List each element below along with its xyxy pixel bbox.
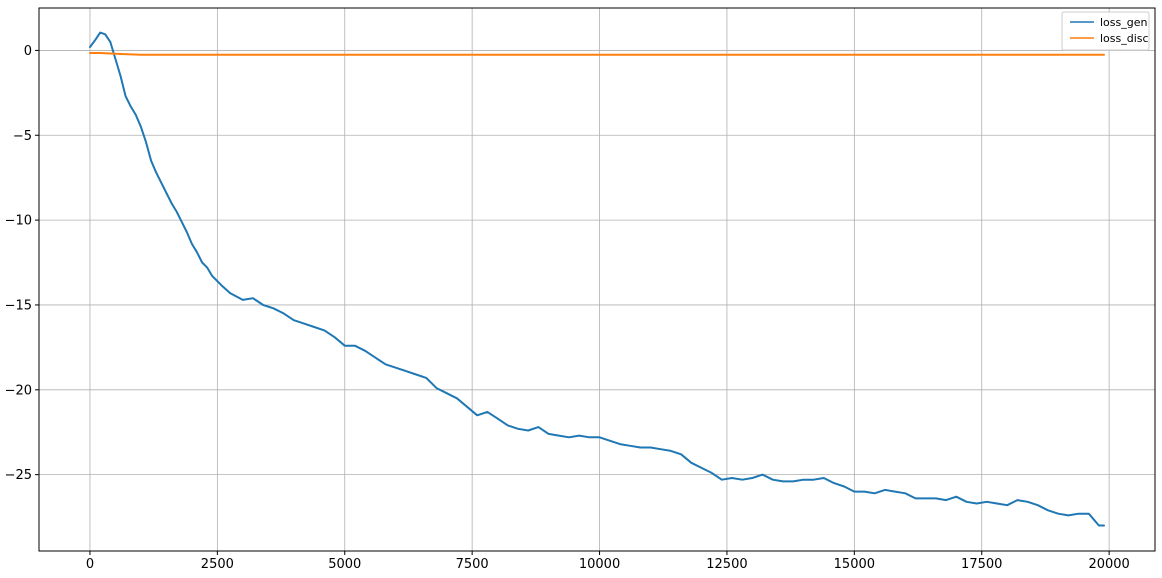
grid-lines — [39, 8, 1155, 551]
y-axis: 0 −5 −10 −15 −20 −25 — [5, 44, 39, 483]
x-tick-label: 12500 — [706, 557, 747, 572]
y-tick-label: −20 — [5, 383, 32, 398]
y-tick-label: −10 — [5, 214, 32, 229]
legend: loss_gen loss_disc — [1061, 11, 1150, 51]
x-tick-label: 17500 — [961, 557, 1002, 572]
x-tick-label: 5000 — [328, 557, 361, 572]
x-tick-label: 20000 — [1088, 557, 1129, 572]
series-line-loss-gen — [89, 31, 1105, 527]
series-lines — [89, 31, 1105, 527]
series-line-loss-disc — [89, 52, 1105, 56]
x-tick-label: 0 — [86, 557, 94, 572]
y-tick-label: −25 — [5, 468, 32, 483]
x-tick-label: 2500 — [201, 557, 234, 572]
y-tick-label: 0 — [24, 44, 32, 59]
plot-area-background — [39, 8, 1155, 551]
plot-frame — [38, 7, 1156, 552]
x-axis: 0 2500 5000 7500 10000 12500 15000 17500 20000 — [86, 551, 1130, 572]
x-tick-label: 15000 — [834, 557, 875, 572]
x-tick-label: 7500 — [456, 557, 489, 572]
x-tick-label: 10000 — [579, 557, 620, 572]
legend-label-loss-disc: loss_disc — [1100, 32, 1149, 45]
y-tick-label: −5 — [13, 129, 32, 144]
legend-label-loss-gen: loss_gen — [1100, 16, 1147, 29]
y-tick-label: −15 — [5, 298, 32, 313]
